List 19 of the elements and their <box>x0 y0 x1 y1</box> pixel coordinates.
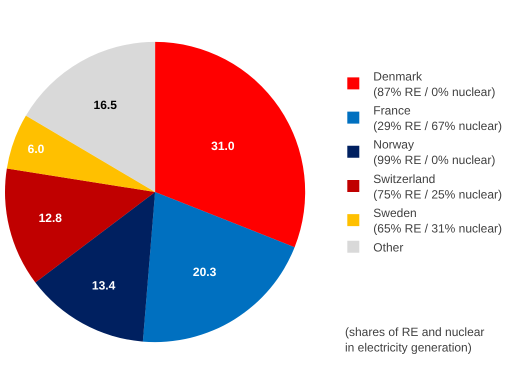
data-label: 12.8 <box>38 211 62 226</box>
pie-slice <box>26 42 156 192</box>
legend-label: Norway (99% RE / 0% nuclear) <box>373 138 496 168</box>
legend-label: Other <box>373 240 404 254</box>
pie-slice <box>155 42 306 248</box>
pie-slice <box>142 192 295 342</box>
pie-slice <box>35 192 156 342</box>
text: (shares of RE and nuclear in electricity generation) <box>345 325 484 355</box>
pie-slice <box>6 116 156 192</box>
data-label: 13.4 <box>92 278 116 292</box>
pie-slice <box>5 168 156 282</box>
data-label: 16.5 <box>94 98 118 112</box>
legend-label: Sweden (65% RE / 31% nuclear) <box>373 206 502 236</box>
legend-label: Denmark (87% RE / 0% nuclear) <box>373 69 496 99</box>
data-label: 6.0 <box>28 142 45 156</box>
data-label: 20.3 <box>192 264 217 279</box>
legend-label: France (29% RE / 67% nuclear) <box>373 103 502 134</box>
legend-label: Switzerland (75% RE / 25% nuclear) <box>373 172 502 202</box>
data-label: 31.0 <box>211 138 235 153</box>
